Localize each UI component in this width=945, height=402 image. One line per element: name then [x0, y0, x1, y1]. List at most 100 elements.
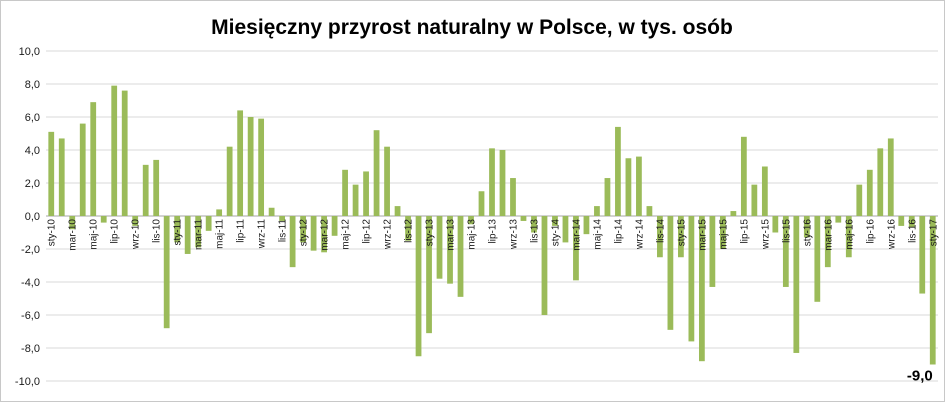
data-label: -9,0	[907, 368, 933, 385]
bar-lut-12	[310, 216, 317, 251]
bar-mar-15	[698, 216, 705, 362]
x-tick-label: maj-12	[341, 219, 352, 250]
bar-sie-12	[373, 130, 380, 216]
bar-lut-14	[562, 216, 569, 243]
bar-sie-15	[751, 184, 758, 216]
x-tick-label: maj-13	[467, 219, 478, 250]
bar-lis-14	[657, 216, 663, 258]
y-tick-label: 10,0	[19, 46, 40, 58]
bar-mar-16	[824, 216, 831, 268]
y-tick-label: -6,0	[21, 310, 40, 322]
bar-wrz-14	[636, 156, 642, 216]
bar-paź-14	[646, 206, 653, 216]
bar-cze-14	[604, 178, 611, 216]
bar-lis-15	[782, 216, 789, 287]
x-tick-label: sty-13	[425, 219, 436, 247]
x-tick-label: maj-14	[592, 219, 603, 250]
bar-lis-12	[405, 216, 411, 241]
bar-lut-16	[814, 216, 821, 302]
bar-sty-16	[803, 216, 810, 238]
x-tick-label: lip-15	[739, 219, 750, 244]
bar-gru-13	[541, 216, 548, 315]
y-tick-label: 4,0	[25, 145, 40, 157]
bar-maj-11	[216, 209, 223, 216]
bar-lis-10	[153, 159, 160, 216]
bar-cze-10	[100, 216, 107, 223]
bar-wrz-15	[761, 166, 768, 216]
y-axis-tick-labels: 10,0 8,0 6,0 4,0 2,0 0,0 -2,0 -4,0 -6,0 -8,0 -10,0	[15, 46, 40, 388]
bar-mar-13	[447, 216, 453, 284]
x-tick-label: lis-10	[152, 219, 163, 243]
y-tick-label: 6,0	[25, 112, 40, 124]
bar-gru-11	[289, 216, 296, 268]
y-tick-label: -4,0	[21, 277, 40, 289]
x-tick-label: sty-10	[47, 219, 58, 247]
bar-maj-15	[719, 216, 726, 249]
x-tick-label: lip-11	[236, 219, 247, 243]
bar-wrz-12	[384, 146, 390, 216]
bar-cze-15	[730, 211, 737, 216]
x-tick-label: mar-12	[320, 219, 331, 251]
bar-cze-11	[226, 146, 233, 216]
x-tick-label: lip-14	[613, 219, 624, 244]
chart-title: Miesięczny przyrost naturalny w Polsce, …	[211, 16, 733, 39]
bar-sty-14	[552, 216, 558, 226]
x-tick-label: lis-16	[907, 219, 918, 243]
bar-sie-10	[121, 90, 128, 216]
x-tick-label: wrz-10	[131, 219, 142, 250]
bar-sty-11	[174, 216, 181, 243]
x-tick-label: maj-10	[89, 219, 100, 250]
x-tick-label: mar-13	[446, 219, 457, 251]
x-tick-label: lis-15	[781, 219, 792, 243]
x-axis-tick-labels: sty-10 mar-10 maj-10 lip-10 wrz-10 lis-10 sty-…	[47, 219, 940, 251]
x-tick-label: maj-11	[215, 219, 226, 249]
bar-wrz-11	[258, 118, 265, 216]
x-tick-label: wrz-16	[886, 219, 897, 250]
bar-lis-11	[279, 216, 286, 221]
x-tick-label: lip-16	[865, 219, 876, 244]
bar-kwi-15	[709, 216, 716, 287]
x-tick-label: wrz-11	[257, 219, 268, 250]
x-tick-label: lip-12	[362, 219, 373, 244]
bar-paź-16	[898, 216, 905, 226]
bar-lip-13	[489, 148, 495, 216]
bar-lip-10	[111, 85, 118, 217]
x-tick-label: lis-12	[404, 219, 415, 243]
bar-cze-16	[856, 184, 863, 216]
bar-gru-14	[667, 216, 674, 330]
x-tick-label: lip-10	[110, 219, 121, 244]
bar-lut-10	[58, 138, 65, 216]
bar-kwi-12	[331, 216, 338, 236]
bar-wrz-10	[132, 216, 139, 226]
y-tick-label: 2,0	[25, 178, 40, 190]
bar-sty-17	[929, 216, 936, 365]
x-tick-label: sty-15	[676, 219, 687, 247]
data-labels: -9,0	[907, 368, 933, 385]
bar-gru-10	[163, 216, 170, 329]
bar-mar-14	[573, 216, 579, 281]
y-tick-label: 8,0	[25, 79, 40, 91]
bar-paź-11	[268, 207, 275, 216]
bar-sty-12	[300, 216, 306, 243]
bar-wrz-13	[510, 178, 516, 216]
x-tick-label: mar-14	[571, 219, 582, 251]
bar-sie-13	[499, 150, 506, 216]
x-tick-label: sty-17	[928, 219, 939, 247]
bar-sty-13	[426, 216, 432, 334]
bar-kwi-14	[583, 216, 590, 235]
bar-maj-14	[594, 206, 600, 216]
bar-maj-10	[90, 102, 97, 216]
bars	[48, 85, 936, 365]
bar-sty-10	[48, 131, 55, 216]
bar-maj-12	[342, 169, 348, 216]
bar-lut-13	[436, 216, 443, 279]
x-tick-label: lis-11	[278, 219, 289, 243]
y-tick-label: -2,0	[21, 244, 40, 256]
bar-sty-15	[678, 216, 684, 258]
x-tick-label: lip-13	[488, 219, 499, 244]
bar-lip-15	[740, 136, 747, 216]
x-tick-label: sty-12	[299, 219, 310, 247]
bar-mar-12	[321, 216, 327, 253]
y-tick-label: 0,0	[25, 211, 40, 223]
bar-sie-14	[625, 158, 632, 216]
